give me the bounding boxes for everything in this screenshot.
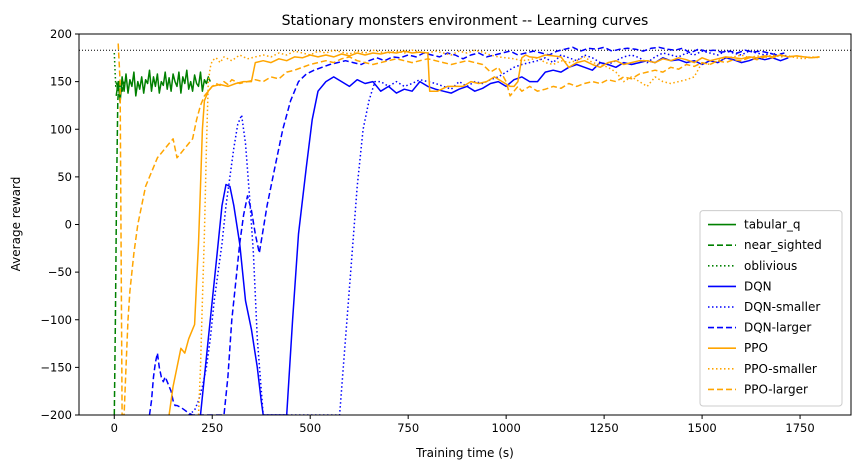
y-tick-label: 100 <box>50 122 72 136</box>
y-tick-label: 0 <box>65 218 72 232</box>
legend-label: DQN-larger <box>744 321 811 335</box>
series-line-dqn-smaller <box>188 50 789 415</box>
x-tick-label: 1000 <box>492 421 521 435</box>
series-line-tabular-q <box>115 69 211 104</box>
x-tick-label: 500 <box>299 421 321 435</box>
y-tick-label: −100 <box>40 313 72 327</box>
legend-label: oblivious <box>744 259 797 273</box>
y-axis-label: Average reward <box>9 177 23 272</box>
x-tick-label: 1750 <box>785 421 814 435</box>
y-tick-label: −150 <box>40 360 72 374</box>
legend-label: DQN <box>744 279 772 293</box>
y-tick-label: 200 <box>50 27 72 41</box>
series-line-near-sighted <box>113 80 125 415</box>
legend-box <box>699 210 843 407</box>
y-tick-label: 150 <box>50 75 72 89</box>
x-axis: 0 250 500 750 1000 1250 1500 1750 <box>111 415 815 435</box>
legend-label: PPO <box>744 341 768 355</box>
x-tick-label: 1500 <box>687 421 716 435</box>
series-line-dqn <box>199 57 789 415</box>
y-axis: −200 −150 −100 −50 0 50 100 150 200 <box>40 27 79 422</box>
series-line-ppo-larger <box>117 43 820 415</box>
x-tick-label: 250 <box>201 421 223 435</box>
legend-label: tabular_q <box>744 218 801 232</box>
series-line-dqn-larger <box>148 46 785 415</box>
x-tick-label: 750 <box>397 421 419 435</box>
legend-label: near_sighted <box>744 238 822 252</box>
y-tick-label: −200 <box>40 408 72 422</box>
legend-label: PPO-larger <box>744 382 808 396</box>
y-tick-label: −50 <box>48 265 72 279</box>
x-axis-label: Training time (s) <box>415 446 514 460</box>
chart-title: Stationary monsters environment -- Learn… <box>282 13 649 29</box>
series-line-ppo <box>168 50 820 415</box>
legend-label: DQN-smaller <box>744 300 820 314</box>
x-tick-label: 0 <box>111 421 118 435</box>
y-tick-label: 50 <box>57 170 72 184</box>
x-tick-label: 1250 <box>589 421 618 435</box>
legend-label: PPO-smaller <box>744 362 817 376</box>
legend: tabular_q near_sighted oblivious DQN DQN-sma… <box>699 210 843 407</box>
